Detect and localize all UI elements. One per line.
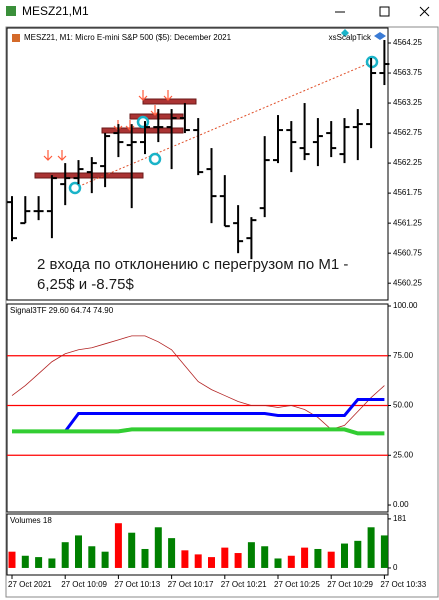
x-tick-label: 27 Oct 10:21 bbox=[221, 580, 267, 589]
pane-title: Signal3TF 29.60 64.74 74.90 bbox=[10, 306, 114, 315]
volume-bar bbox=[341, 543, 348, 568]
indicator-line bbox=[12, 427, 385, 436]
maximize-button[interactable] bbox=[379, 6, 390, 17]
y-tick-label: 4564.25 bbox=[393, 38, 422, 47]
volume-bar bbox=[114, 523, 122, 568]
volume-bar bbox=[274, 558, 282, 568]
arrow bbox=[163, 90, 173, 101]
volume-bar bbox=[128, 532, 136, 568]
y-tick-label: 0 bbox=[393, 563, 398, 572]
volume-bar bbox=[261, 546, 269, 568]
y-tick-label: 4560.75 bbox=[393, 248, 422, 257]
y-tick-label: 50.00 bbox=[393, 401, 414, 410]
x-tick-label: 27 Oct 10:17 bbox=[168, 580, 214, 589]
x-tick-label: 27 Oct 10:33 bbox=[380, 580, 426, 589]
volume-bar bbox=[8, 551, 16, 568]
volume-bar bbox=[141, 548, 149, 568]
arrow bbox=[57, 150, 67, 161]
volume-bar bbox=[301, 547, 309, 568]
arrow bbox=[43, 150, 53, 161]
x-tick-label: 27 Oct 10:25 bbox=[274, 580, 320, 589]
y-tick-label: 100.00 bbox=[393, 301, 418, 310]
chart-title: MESZ21, M1: Micro E-mini S&P 500 ($5): D… bbox=[24, 33, 232, 42]
volume-bar bbox=[287, 555, 295, 568]
indicator-line bbox=[12, 398, 385, 433]
volume-bar bbox=[208, 557, 215, 568]
y-tick-label: 4562.25 bbox=[393, 158, 422, 167]
volume-bar bbox=[354, 540, 362, 568]
indicator-icon bbox=[374, 32, 386, 40]
marker bbox=[68, 181, 82, 195]
volume-bar bbox=[314, 548, 322, 568]
chart-frame bbox=[5, 26, 439, 598]
y-tick-label: 4563.75 bbox=[393, 68, 422, 77]
volume-bar bbox=[168, 538, 176, 568]
x-tick-label: 27 Oct 10:29 bbox=[327, 580, 373, 589]
pane-title: Volumes 18 bbox=[10, 516, 52, 525]
volume-bar bbox=[61, 542, 69, 568]
trend-line bbox=[74, 61, 373, 189]
volume-bar bbox=[88, 546, 96, 568]
volume-bar bbox=[234, 553, 242, 568]
y-tick-label: 4561.75 bbox=[393, 188, 422, 197]
y-tick-label: 4562.75 bbox=[393, 128, 422, 137]
volume-bar bbox=[154, 527, 162, 568]
y-tick-label: 75.00 bbox=[393, 351, 414, 360]
title-bar bbox=[0, 0, 439, 24]
x-tick-label: 27 Oct 2021 bbox=[8, 580, 52, 589]
marker bbox=[136, 115, 150, 129]
indicator-line bbox=[11, 335, 385, 430]
entry-level bbox=[142, 98, 197, 105]
x-tick-label: 27 Oct 10:13 bbox=[114, 580, 160, 589]
marker bbox=[148, 152, 162, 166]
volume-bar bbox=[367, 527, 375, 568]
x-tick-label: 27 Oct 10:09 bbox=[61, 580, 107, 589]
y-tick-label: 4560.25 bbox=[393, 278, 422, 287]
app-icon bbox=[6, 6, 16, 16]
annotation: 6,25$ и -8.75$ bbox=[37, 276, 134, 293]
main-pane bbox=[6, 27, 389, 301]
volume-bar bbox=[194, 554, 202, 568]
volume-bar bbox=[181, 550, 189, 568]
volume-bar bbox=[380, 535, 388, 568]
signal-markers bbox=[68, 29, 379, 195]
volume-bar bbox=[75, 535, 82, 568]
volume-pane bbox=[6, 513, 389, 576]
y-tick-label: 0.00 bbox=[393, 500, 409, 509]
volume-bar bbox=[48, 558, 56, 568]
arrow bbox=[138, 90, 148, 101]
volume-bar bbox=[21, 555, 29, 568]
volume-bar bbox=[327, 551, 335, 568]
indicator-label: xsScalpTick bbox=[329, 33, 372, 42]
volume-bar bbox=[221, 547, 229, 568]
marker bbox=[341, 29, 349, 37]
signal-pane bbox=[6, 303, 389, 513]
symbol-icon bbox=[12, 34, 20, 42]
window-title: MESZ21,M1 bbox=[22, 4, 89, 18]
volume-bar bbox=[247, 542, 255, 568]
close-button[interactable] bbox=[419, 6, 430, 17]
volume-bar bbox=[35, 557, 43, 568]
volume-bar bbox=[101, 551, 109, 568]
y-tick-label: 4563.25 bbox=[393, 98, 422, 107]
y-tick-label: 25.00 bbox=[393, 450, 414, 459]
annotation: 2 входа по отклонению с перегрузом по M1… bbox=[37, 256, 348, 273]
y-tick-label: 181 bbox=[393, 514, 407, 523]
y-tick-label: 4561.25 bbox=[393, 218, 422, 227]
